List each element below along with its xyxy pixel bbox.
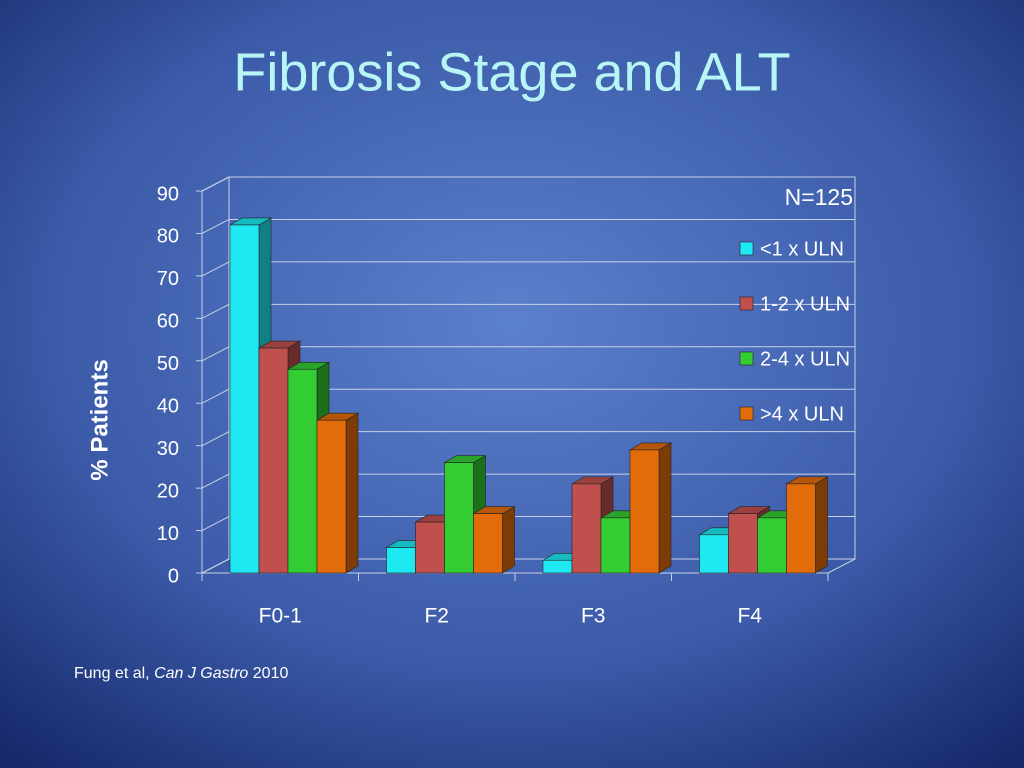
legend-label: <1 x ULN — [760, 238, 844, 260]
x-tick-label: F3 — [581, 605, 606, 628]
y-tick-label: 40 — [157, 396, 179, 418]
bar — [444, 462, 474, 574]
y-axis-label: % Patients — [86, 359, 113, 480]
grid-line — [201, 431, 230, 447]
bar — [229, 224, 260, 574]
y-tick-label: 30 — [157, 438, 179, 460]
source-year: 2010 — [253, 665, 289, 682]
grid-line — [201, 388, 230, 404]
grid-line — [201, 219, 230, 234]
bar — [699, 534, 729, 574]
plot: 0 10 20 30 40 50 60 70 80 90 F0-1 F2 F3 F4 <1 x ULN 1-2… — [157, 176, 856, 628]
bar-side — [502, 506, 515, 574]
y-tick-label: 90 — [157, 183, 179, 205]
grid-line — [201, 176, 230, 192]
bar — [287, 368, 318, 574]
legend-swatch — [739, 351, 754, 366]
grid-line — [201, 473, 230, 489]
bar — [571, 483, 602, 574]
source-authors: Fung et al, — [74, 665, 150, 682]
bar — [757, 517, 787, 574]
source-journal: Can J Gastro — [154, 665, 248, 682]
y-tick-label: 70 — [157, 268, 179, 290]
bar — [386, 547, 416, 574]
bar — [415, 521, 445, 574]
grid-line — [201, 516, 230, 531]
source: Fung et al, Can J Gastro 2010 — [74, 665, 288, 682]
annotation: N=125 — [785, 184, 853, 210]
bar-side — [345, 412, 359, 574]
y-tick-label: 60 — [157, 311, 179, 333]
y-tick-label: 50 — [157, 353, 179, 375]
bar — [542, 559, 573, 574]
legend-label: 2-4 x ULN — [760, 348, 850, 370]
chart-title: Fibrosis Stage and ALT — [233, 42, 790, 102]
y-tick-label: 20 — [157, 480, 179, 502]
x-tick-label: F0-1 — [259, 605, 302, 628]
x-tick-label: F2 — [424, 605, 449, 628]
y-tick-label: 0 — [168, 565, 179, 587]
legend-swatch — [739, 406, 754, 421]
grid-line — [201, 303, 230, 319]
bar — [786, 483, 816, 574]
legend-label: >4 x ULN — [760, 403, 844, 425]
legend-swatch — [739, 241, 754, 256]
bar — [258, 347, 289, 574]
legend-swatch — [739, 296, 754, 311]
bar — [473, 513, 503, 574]
bar — [728, 513, 758, 574]
grid-line — [201, 261, 230, 277]
bar — [629, 449, 660, 574]
bar — [600, 517, 631, 574]
bar-side — [658, 442, 672, 574]
legend-label: 1-2 x ULN — [760, 293, 850, 315]
grid-line — [201, 558, 230, 574]
y-tick-label: 10 — [157, 523, 179, 545]
bar — [316, 419, 347, 574]
x-tick-label: F4 — [737, 605, 762, 628]
bar-side — [815, 476, 828, 574]
grid-line — [201, 346, 230, 362]
y-tick-label: 80 — [157, 226, 179, 248]
